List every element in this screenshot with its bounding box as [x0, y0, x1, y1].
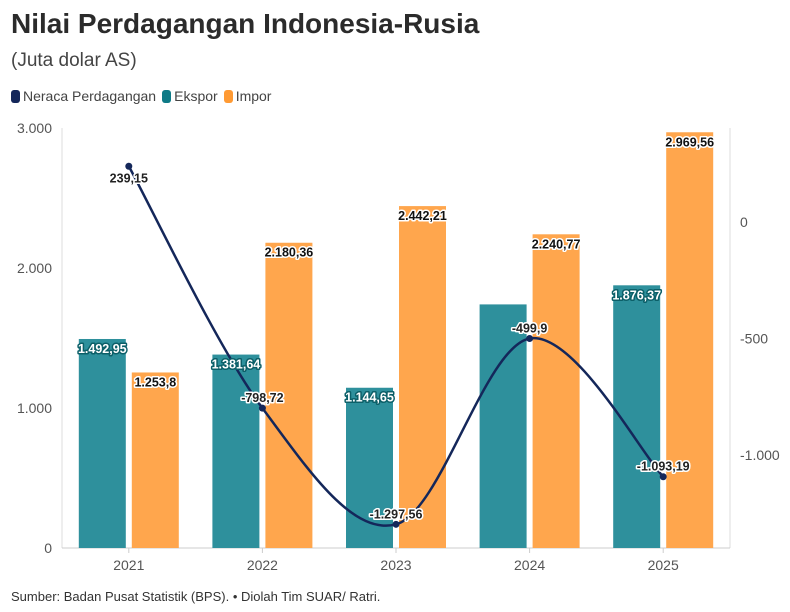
x-tick-label: 2021 — [113, 557, 144, 573]
right-tick-label: -500 — [740, 331, 768, 347]
legend-label: Neraca Perdagangan — [23, 88, 157, 104]
data-label-neraca: -1.297,56 — [370, 507, 423, 521]
line-neraca — [127, 165, 665, 527]
bar-impor — [532, 234, 580, 548]
bar-impor — [666, 132, 714, 548]
legend-item-impor[interactable]: Impor — [223, 88, 272, 104]
bar-impor — [265, 242, 313, 548]
legend-swatch — [11, 89, 20, 103]
data-label-impor: 2.240,77 — [532, 237, 581, 251]
source-note: Sumber: Badan Pusat Statistik (BPS). • D… — [11, 589, 381, 604]
data-label-ekspor: 1.144,65 — [345, 391, 394, 405]
legend-swatch — [223, 89, 233, 103]
data-label-ekspor: 1.492,95 — [78, 342, 127, 356]
x-tick-label: 2025 — [648, 557, 679, 573]
left-tick-label: 3.000 — [17, 120, 52, 136]
data-label-impor: 2.969,56 — [665, 135, 714, 149]
right-tick-label: -1.000 — [740, 447, 780, 463]
bar-impor — [131, 372, 179, 548]
point-neraca — [526, 334, 534, 342]
left-tick-label: 1.000 — [17, 400, 52, 416]
legend: Neraca Perdagangan Ekspor Impor — [11, 88, 271, 104]
data-label-neraca: -798,72 — [241, 391, 283, 405]
bar-ekspor — [212, 354, 260, 548]
legend-label: Ekspor — [174, 88, 218, 104]
legend-item-neraca[interactable]: Neraca Perdagangan — [11, 88, 156, 104]
left-tick-label: 2.000 — [17, 260, 52, 276]
x-tick-label: 2023 — [380, 557, 411, 573]
bar-ekspor — [78, 338, 126, 548]
data-label-impor: 2.442,21 — [398, 209, 447, 223]
bar-ekspor — [346, 387, 393, 548]
point-neraca — [392, 520, 400, 528]
data-label-neraca: -499,9 — [512, 321, 547, 335]
chart-subtitle: (Juta dolar AS) — [11, 50, 137, 71]
data-label-neraca: -1.093,19 — [637, 460, 690, 474]
left-tick-label: 0 — [44, 540, 52, 556]
data-label-neraca: 239,15 — [110, 171, 148, 185]
legend-item-ekspor[interactable]: Ekspor — [162, 88, 218, 104]
bar-ekspor — [479, 304, 527, 548]
point-neraca — [258, 404, 266, 412]
x-tick-label: 2024 — [514, 557, 545, 573]
x-tick-label: 2022 — [247, 557, 278, 573]
legend-swatch — [162, 89, 172, 103]
data-label-ekspor: 1.876,37 — [612, 288, 661, 302]
chart-title: Nilai Perdagangan Indonesia-Rusia — [11, 8, 480, 39]
bar-impor — [399, 206, 446, 548]
right-tick-label: 0 — [740, 214, 748, 230]
data-label-impor: 1.253,8 — [134, 375, 176, 389]
point-neraca — [659, 473, 667, 481]
data-label-ekspor: 1.381,64 — [212, 358, 261, 372]
data-label-impor: 2.180,36 — [265, 246, 314, 260]
point-neraca — [125, 162, 133, 170]
legend-label: Impor — [235, 88, 272, 104]
